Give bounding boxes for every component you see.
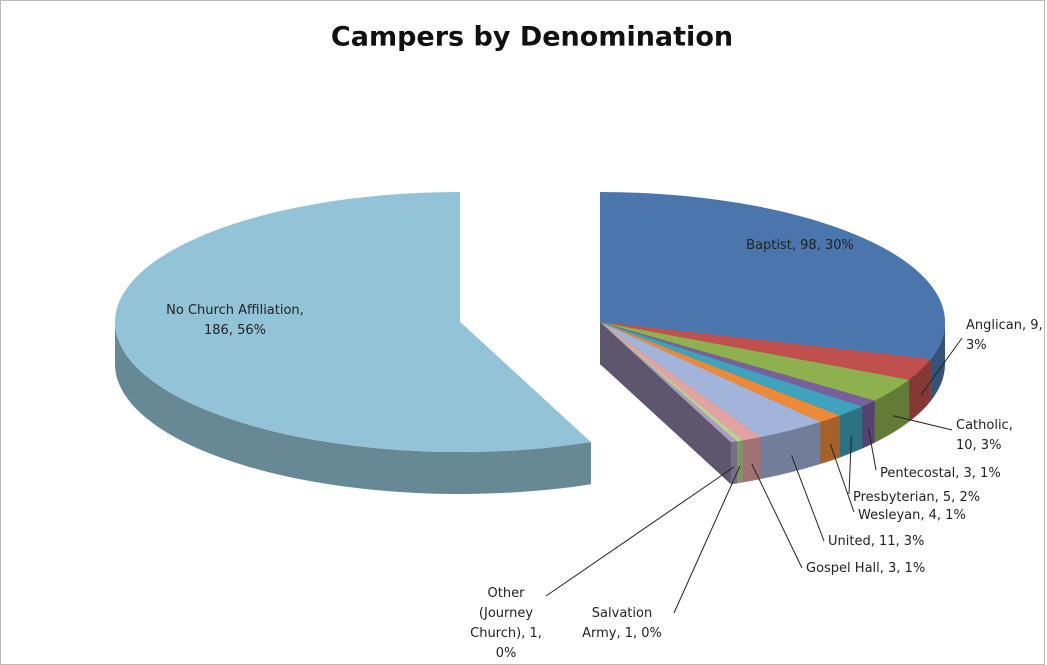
data-label: Presbyterian, 5, 2%	[853, 490, 980, 505]
pie-slice	[600, 322, 875, 407]
slice-outer-wall	[930, 322, 945, 402]
slice-outer-wall	[862, 400, 875, 449]
data-label: Wesleyan, 4, 1%	[858, 508, 966, 523]
slice-tops	[114, 191, 946, 452]
label-line: Gospel Hall, 3, 1%	[806, 561, 925, 576]
data-label: Pentecostal, 3, 1%	[880, 466, 1001, 481]
label-line: Church), 1,	[470, 626, 542, 641]
label-line: Salvation	[592, 606, 652, 621]
data-label: Anglican, 9, 3%	[966, 318, 1043, 353]
pie-slice	[600, 322, 863, 416]
pie-slice	[600, 322, 931, 380]
pie-slice	[600, 322, 910, 401]
data-label: Other (Journey Church), 1, 0%	[470, 586, 542, 661]
slice-edge-wall	[600, 322, 731, 485]
pie-slice	[600, 191, 946, 360]
data-label: No Church Affiliation, 186, 56%	[166, 303, 304, 338]
label-line: Other	[488, 586, 526, 601]
leader-line	[920, 337, 963, 396]
slice-outer-wall	[909, 359, 931, 422]
pie-slice	[600, 322, 761, 441]
label-line: 10, 3%	[956, 438, 1001, 453]
pie-slice	[600, 322, 821, 438]
slice-outer-wall	[760, 422, 821, 480]
data-label: United, 11, 3%	[828, 534, 924, 549]
data-label: Baptist, 98, 30%	[746, 238, 854, 253]
pie-slice	[600, 322, 737, 443]
slice-outer-wall	[820, 415, 840, 465]
leader-line	[848, 436, 852, 495]
leader-line	[545, 466, 735, 597]
data-label: Salvation Army, 1, 0%	[582, 606, 662, 641]
label-line: 0%	[496, 646, 517, 661]
slice-outer-wall	[742, 437, 761, 483]
label-line: Wesleyan, 4, 1%	[858, 508, 966, 523]
label-line: United, 11, 3%	[828, 534, 924, 549]
label-line: Anglican, 9,	[966, 318, 1043, 333]
slice-outer-wall	[874, 379, 910, 443]
chart-title: Campers by Denomination	[331, 22, 733, 53]
slice-outer-wall	[839, 406, 863, 458]
label-line: 186, 56%	[204, 323, 266, 338]
label-line: Catholic,	[956, 418, 1013, 433]
data-label: Catholic, 10, 3%	[956, 418, 1013, 453]
label-line: (Journey	[479, 606, 533, 621]
slice-outer-wall	[730, 441, 737, 485]
label-line: No Church Affiliation,	[166, 303, 304, 318]
pie-slice	[114, 192, 591, 452]
leader-line	[893, 415, 953, 431]
leader-line	[751, 463, 803, 569]
label-line: 3%	[966, 338, 987, 353]
leader-line	[791, 455, 825, 542]
leader-line	[829, 443, 855, 513]
pie-slice	[600, 322, 840, 423]
slice-outer-wall	[115, 322, 591, 494]
slice-outer-wall	[736, 440, 743, 484]
label-line: Army, 1, 0%	[582, 626, 662, 641]
label-line: Pentecostal, 3, 1%	[880, 466, 1001, 481]
leader-line	[673, 465, 741, 614]
label-line: Baptist, 98, 30%	[746, 238, 854, 253]
leader-line	[868, 428, 877, 471]
data-label: Gospel Hall, 3, 1%	[806, 561, 925, 576]
pie-slice	[600, 322, 743, 442]
label-line: Presbyterian, 5, 2%	[853, 490, 980, 505]
